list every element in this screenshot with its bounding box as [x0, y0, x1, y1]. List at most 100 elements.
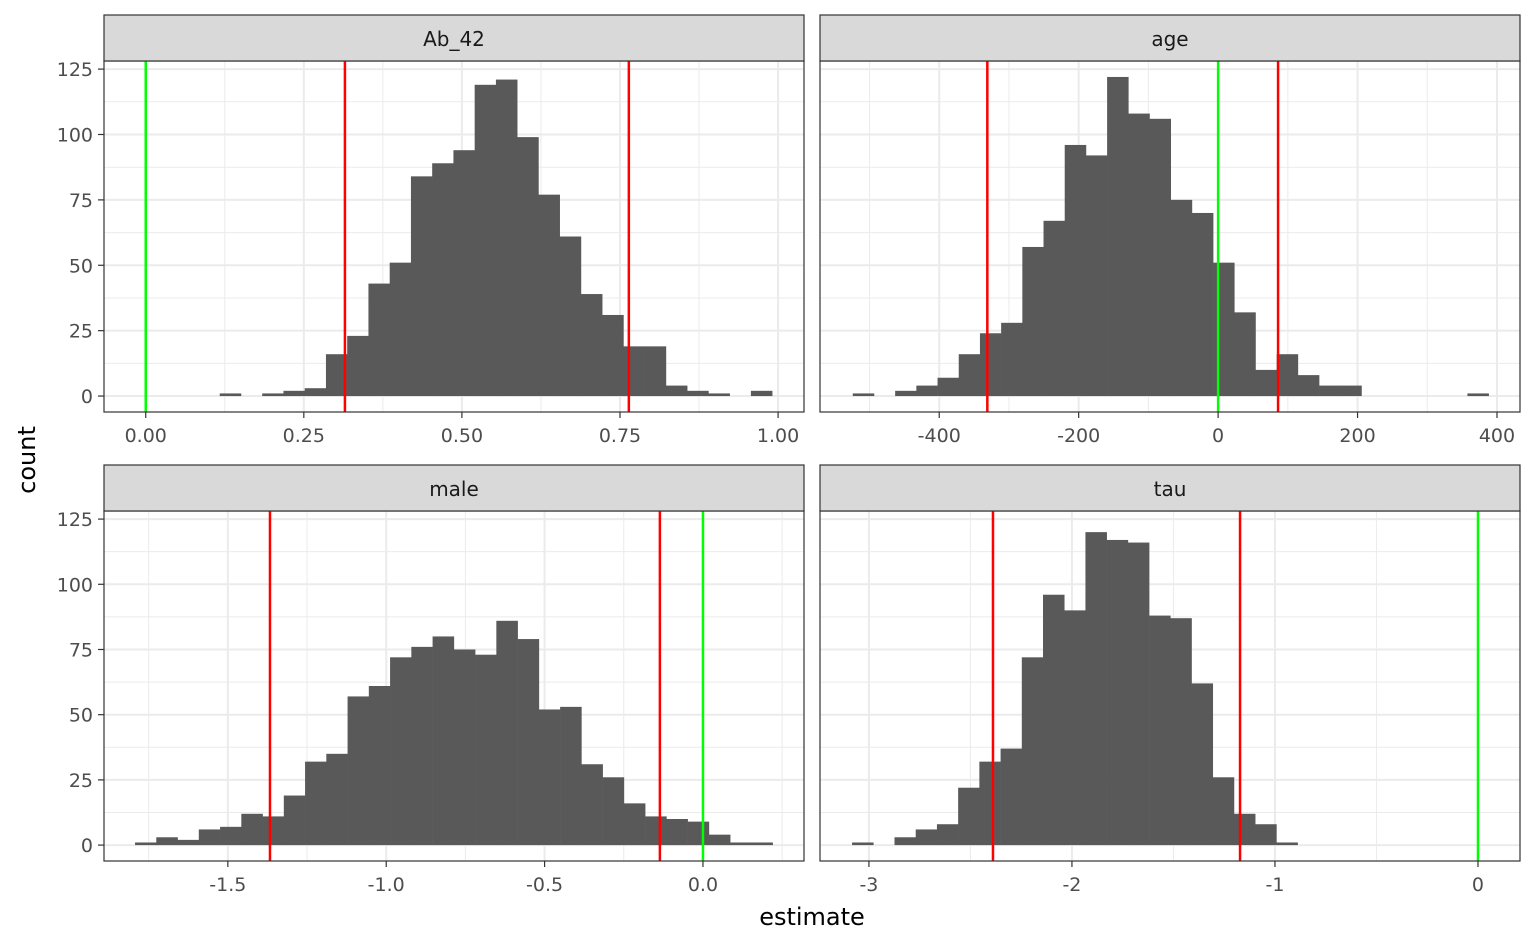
histogram-bar	[1107, 76, 1129, 397]
x-tick-label: -400	[918, 425, 961, 447]
x-tick-label: 0.0	[688, 874, 718, 896]
histogram-bar	[156, 837, 178, 846]
histogram-bar	[304, 388, 327, 397]
y-tick-label: 75	[69, 190, 93, 212]
x-tick-label: -3	[859, 874, 878, 896]
histogram-bar	[1340, 385, 1362, 397]
histogram-bar	[560, 706, 582, 846]
histogram-bar	[708, 834, 731, 846]
histogram-bar	[687, 390, 709, 397]
histogram-bar	[602, 777, 625, 846]
panel-Ab_42: Ab_42 0.00 0.25 0.50 0.75 1.00 0 25 50 75 100 125	[57, 14, 805, 447]
x-tick-label: 0.25	[283, 425, 325, 447]
histogram-bar	[602, 314, 624, 397]
histogram-bar	[475, 654, 497, 846]
x-tick-label: 0	[1472, 874, 1484, 896]
histogram-bar	[241, 813, 263, 846]
x-tick-label: 200	[1339, 425, 1375, 447]
y-tick-label: 100	[57, 124, 93, 146]
histogram-bar	[410, 176, 433, 397]
histogram-bar	[581, 764, 603, 846]
x-tick-label: -1.0	[368, 874, 405, 896]
histogram-bar	[750, 390, 773, 397]
histogram-bar	[979, 333, 1002, 397]
facet-strip	[103, 14, 805, 62]
y-tick-label: 0	[81, 835, 93, 857]
histogram-bar	[1234, 312, 1256, 397]
x-tick-label: -2	[1062, 874, 1081, 896]
histogram-bar	[219, 393, 242, 397]
histogram-bar	[665, 385, 688, 397]
histogram-bar	[1001, 322, 1023, 397]
y-tick-label: 25	[69, 770, 93, 792]
histogram-bar	[1213, 262, 1235, 397]
histogram-bar	[432, 636, 455, 846]
histogram-bar	[326, 753, 348, 846]
y-axis-title: count	[13, 426, 41, 494]
x-tick-label: 0.50	[441, 425, 483, 447]
histogram-bar	[135, 842, 157, 846]
facet-strip-label: Ab_42	[423, 27, 485, 51]
histogram-bar	[538, 709, 561, 846]
panel-age: age -400 -200 0 200 400	[819, 14, 1521, 447]
x-tick-label: -0.5	[526, 874, 563, 896]
histogram-bar	[368, 686, 391, 846]
histogram-bar	[958, 787, 980, 846]
histogram-bar	[915, 829, 938, 846]
histogram-bar	[1064, 144, 1087, 397]
histogram-bar	[390, 657, 412, 846]
y-tick-label: 75	[69, 639, 93, 661]
histogram-bar	[687, 821, 710, 846]
y-tick-label: 125	[57, 509, 93, 531]
x-tick-label: 0.00	[125, 425, 167, 447]
histogram-bar	[623, 803, 646, 846]
histogram-bar	[198, 829, 221, 846]
x-tick-label: -1	[1265, 874, 1284, 896]
histogram-bar	[1276, 842, 1298, 846]
histogram-bar	[325, 354, 348, 397]
histogram-bar	[1085, 532, 1107, 846]
x-tick-label: 400	[1479, 425, 1515, 447]
histogram-bar	[1043, 220, 1066, 397]
histogram-bar	[645, 816, 667, 846]
histogram-bar	[347, 696, 370, 846]
histogram-bar	[432, 163, 454, 397]
histogram-bar	[1255, 824, 1277, 846]
histogram-bar	[1255, 369, 1277, 397]
histogram-bar	[1276, 354, 1299, 397]
facet-strip-label: age	[1151, 27, 1188, 51]
panel-tau: tau -3 -2 -1 0	[819, 464, 1521, 896]
histogram-bar	[894, 837, 917, 846]
histogram-bar	[708, 393, 730, 397]
histogram-bar	[1319, 385, 1341, 397]
histogram-bar	[666, 819, 688, 846]
histogram-bar	[389, 262, 412, 397]
histogram-bar	[1022, 246, 1044, 397]
histogram-bar	[895, 390, 917, 397]
histogram-bar	[453, 150, 475, 397]
histogram-bar	[559, 236, 582, 397]
histogram-bar	[220, 826, 242, 846]
histogram-bar	[852, 842, 874, 846]
histogram-bar	[1000, 748, 1023, 846]
histogram-bar	[1467, 393, 1489, 397]
histogram-bar	[517, 137, 539, 397]
histogram-bar	[1212, 777, 1235, 846]
histogram-bar	[958, 354, 981, 397]
histogram-bar	[453, 649, 476, 846]
histogram-bar	[368, 283, 390, 397]
histogram-bar	[936, 824, 959, 846]
x-tick-label: 0	[1212, 425, 1224, 447]
histogram-bar	[262, 816, 285, 846]
histogram-bar	[580, 294, 603, 397]
histogram-bar	[283, 390, 306, 397]
histogram-bar	[474, 84, 497, 397]
histogram-bar	[1106, 539, 1129, 846]
histogram-bar	[644, 346, 667, 397]
histogram-bar	[305, 761, 327, 846]
histogram-bar	[1297, 375, 1320, 397]
facet-strip	[103, 464, 805, 512]
x-axis-title: estimate	[759, 903, 865, 931]
histogram-bar	[751, 842, 773, 846]
